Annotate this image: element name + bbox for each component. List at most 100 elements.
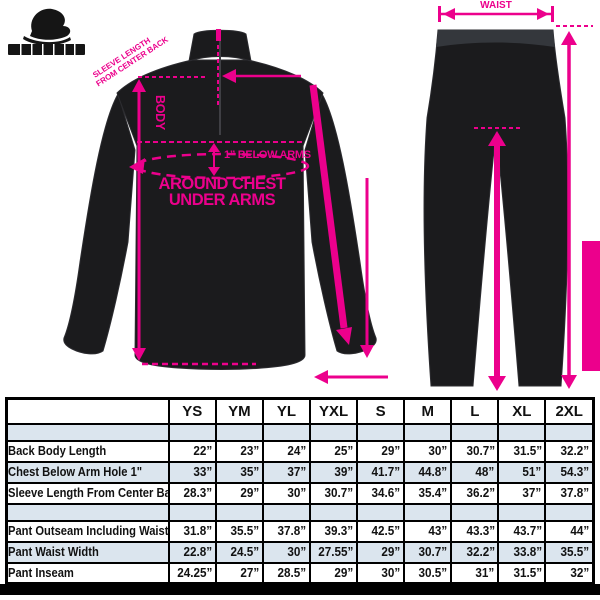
cell-value: 30.7” xyxy=(465,443,495,458)
size-header-row: YS YM YL YXL S M L XL 2XL xyxy=(5,397,595,425)
waist-arrowhead-right xyxy=(537,8,549,20)
cell-value: 30.7” xyxy=(418,544,448,559)
waist-endbar-right xyxy=(551,6,554,22)
spacer-row xyxy=(5,502,595,522)
waist-endbar-left xyxy=(438,6,441,22)
body-arrowhead-up xyxy=(132,79,146,92)
cell-value: 29” xyxy=(381,544,401,559)
cell-value: 42.5” xyxy=(371,523,401,538)
cell-value: 37” xyxy=(287,464,307,479)
outseam-arrowhead-down xyxy=(561,375,577,389)
sleeve-diagonal-line xyxy=(309,84,348,329)
cell-value: 35.4” xyxy=(418,485,448,500)
table-row-pant-waist-width: Pant Waist Width 22.8” 24.5” 30” 27.55” … xyxy=(5,540,595,564)
cell-value: 35.5” xyxy=(230,523,260,538)
cell-value: 44.8” xyxy=(418,464,448,479)
sleeve-arrowhead-down xyxy=(336,327,352,345)
cell-value: 35” xyxy=(240,464,260,479)
body-label: BODY xyxy=(153,95,167,131)
table-row-back-body-length: Back Body Length 22” 23” 24” 25” 29” 30”… xyxy=(5,439,595,463)
pants-illustration xyxy=(423,29,569,387)
cell-value: 51” xyxy=(522,464,542,479)
cell-value: 37.8” xyxy=(277,523,307,538)
collar-arrowhead-left xyxy=(222,69,236,83)
cell-value: 33” xyxy=(193,464,213,479)
inseam-arrowhead-up xyxy=(488,131,506,146)
cell-value: 23” xyxy=(240,443,260,458)
table-row-sleeve-length: Sleeve Length From Center Back 28.3” 29”… xyxy=(5,481,595,505)
cell-value: 43” xyxy=(428,523,448,538)
cell-value: 31.5” xyxy=(513,443,542,458)
cell-value: 44” xyxy=(570,523,590,538)
cell-value: 36.2” xyxy=(465,485,495,500)
cell-value: 54.3” xyxy=(560,464,590,479)
chest-ellipse-arrowhead xyxy=(129,158,145,174)
chest-ellipse xyxy=(134,152,310,180)
cell-value: 22” xyxy=(193,443,213,458)
size-col-header: 2XL xyxy=(544,397,595,425)
brand-logo-icon xyxy=(23,8,71,46)
jacket-left-sleeve xyxy=(63,92,136,355)
outseam-edge-band xyxy=(582,241,600,371)
row-label: Pant Outseam Including Waist xyxy=(8,523,169,538)
cell-value: 22.8” xyxy=(183,544,213,559)
bottom-black-bar xyxy=(0,584,600,595)
size-col-header: YM xyxy=(214,397,264,425)
size-col-header: XL xyxy=(497,397,547,425)
row-label: Sleeve Length From Center Back xyxy=(8,485,169,500)
cell-value: 25” xyxy=(334,443,354,458)
table-row-chest-below-arm-hole: Chest Below Arm Hole 1" 33” 35” 37” 39” … xyxy=(5,460,595,484)
inseam-arrowhead-down xyxy=(488,376,506,391)
measurement-diagram: BODY 1” BELOW ARMS AROUND CHEST UNDER AR… xyxy=(8,0,600,391)
cell-value: 24” xyxy=(287,443,307,458)
size-col-header: M xyxy=(403,397,453,425)
cell-value: 31” xyxy=(475,564,495,580)
size-col-header: YS xyxy=(167,397,217,425)
brand-wordmark xyxy=(8,44,85,55)
cell-value: 31.5” xyxy=(513,564,542,580)
sleeve-vertical-arrowhead-down xyxy=(360,345,374,358)
cell-value: 34.6” xyxy=(371,485,401,500)
pants-waistband xyxy=(436,30,555,47)
size-col-header: L xyxy=(450,397,500,425)
collar-top-tick xyxy=(216,29,221,41)
cell-value: 27” xyxy=(240,564,260,580)
table-row-pant-inseam: Pant Inseam 24.25” 27” 28.5” 29” 30” 30.… xyxy=(5,561,595,585)
cell-value: 30” xyxy=(287,485,307,500)
cell-value: 30.7” xyxy=(324,485,354,500)
pants-annotations: WAIST xyxy=(438,0,600,391)
header-empty-cell xyxy=(5,397,170,425)
cell-value: 24.25” xyxy=(177,564,213,580)
around-chest-label-2: UNDER ARMS xyxy=(169,191,276,209)
cell-value: 32” xyxy=(570,564,590,580)
cell-value: 37” xyxy=(522,485,542,500)
cell-value: 48” xyxy=(475,464,495,479)
cuff-arrowhead-left xyxy=(314,370,328,384)
cell-value: 27.55” xyxy=(318,544,354,559)
jacket-illustration xyxy=(63,29,377,370)
cell-value: 30” xyxy=(287,544,307,559)
row-label: Back Body Length xyxy=(8,443,107,458)
body-arrowhead-down xyxy=(132,348,146,361)
outseam-arrowhead-up xyxy=(561,31,577,45)
cell-value: 35.5” xyxy=(560,544,590,559)
row-label: Pant Inseam xyxy=(8,564,74,580)
waist-label: WAIST xyxy=(480,0,512,11)
cell-value: 43.7” xyxy=(513,523,542,538)
cell-value: 28.3” xyxy=(183,485,213,500)
row-label: Chest Below Arm Hole 1" xyxy=(8,464,143,479)
cell-value: 43.3” xyxy=(465,523,495,538)
size-col-header: YL xyxy=(261,397,312,425)
cell-value: 30.5” xyxy=(418,564,448,580)
below-arms-arrowhead-down xyxy=(208,167,220,176)
cell-value: 30” xyxy=(428,443,448,458)
around-chest-label-1: AROUND CHEST xyxy=(159,175,286,193)
cell-value: 33.8” xyxy=(513,544,542,559)
cell-value: 28.5” xyxy=(277,564,307,580)
cell-value: 30” xyxy=(381,564,401,580)
cell-value: 29” xyxy=(334,564,354,580)
cell-value: 24.5” xyxy=(230,544,260,559)
cell-value: 32.2” xyxy=(560,443,590,458)
cell-value: 29” xyxy=(240,485,260,500)
table-row-pant-outseam: Pant Outseam Including Waist 31.8” 35.5”… xyxy=(5,519,595,543)
